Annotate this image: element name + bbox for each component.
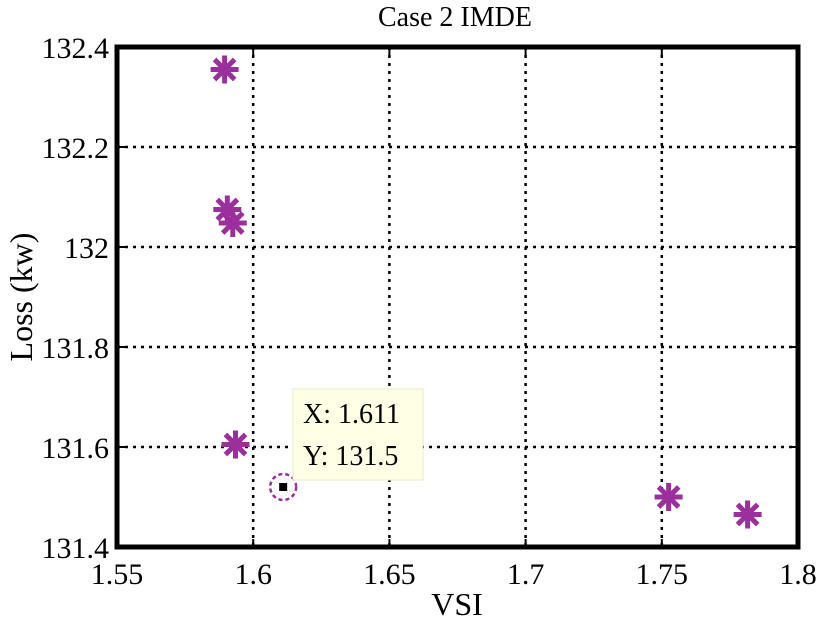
y-tick-label: 132.2 — [42, 132, 110, 165]
data-tip-y: Y: 131.5 — [303, 441, 398, 472]
x-tick-label: 1.8 — [779, 558, 817, 591]
y-tick-label: 131.6 — [42, 432, 110, 465]
y-tick-label: 132.4 — [42, 32, 110, 65]
highlight-marker — [279, 483, 288, 491]
data-point — [654, 483, 683, 511]
x-axis-label: VSI — [431, 586, 483, 622]
data-tip[interactable]: X: 1.611 Y: 131.5 — [292, 388, 424, 481]
highlighted-point[interactable] — [268, 472, 298, 502]
data-tip-box — [292, 388, 424, 481]
y-tick-label: 131.4 — [42, 532, 110, 565]
highlight-ring — [268, 472, 298, 502]
x-tick-label: 1.55 — [91, 558, 144, 591]
data-point — [210, 55, 239, 84]
chart-title: Case 2 IMDE — [378, 2, 532, 33]
y-tick-label: 132 — [64, 232, 109, 265]
data-points — [210, 55, 762, 529]
plot-frame — [114, 44, 801, 550]
grid-lines — [117, 47, 798, 547]
x-tick-labels: 1.55 1.6 1.65 1.7 1.75 1.8 — [91, 558, 817, 591]
data-point — [218, 209, 247, 237]
tick-marks — [116, 46, 799, 548]
data-tip-x: X: 1.611 — [303, 399, 400, 430]
x-tick-label: 1.75 — [636, 558, 689, 591]
x-tick-label: 1.7 — [507, 558, 545, 591]
x-tick-label: 1.65 — [363, 558, 416, 591]
y-tick-labels: 131.4 131.6 131.8 132 132.2 132.4 — [42, 32, 110, 565]
data-point — [733, 500, 762, 529]
y-axis-label: Loss (kw) — [3, 233, 39, 362]
x-tick-label: 1.6 — [234, 558, 272, 591]
y-tick-label: 131.8 — [42, 332, 110, 365]
data-point — [221, 430, 250, 459]
